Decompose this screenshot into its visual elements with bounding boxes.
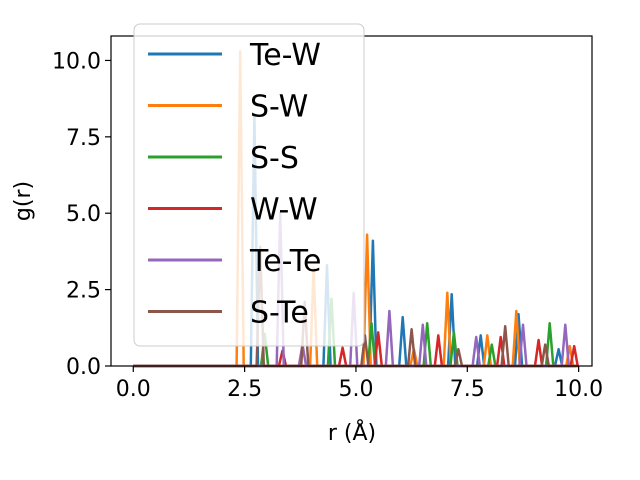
y-axis-ticks: 0.0 2.5 5.0 7.5 10.0 (52, 49, 111, 380)
legend-box (133, 23, 365, 347)
y-tick-label: 5.0 (66, 202, 101, 227)
x-tick-label: 5.0 (338, 377, 373, 402)
legend-label: S-W (250, 90, 308, 125)
legend-label: Te-Te (249, 244, 321, 279)
x-axis-ticks: 0.0 2.5 5.0 7.5 10.0 (116, 366, 603, 402)
y-axis-title: g(r) (11, 181, 36, 221)
y-tick-label: 2.5 (66, 279, 101, 304)
legend-items: Te-W S-W S-S W-W Te-Te S-Te (148, 38, 321, 331)
x-tick-label: 7.5 (450, 377, 485, 402)
legend-label: S-Te (250, 296, 309, 331)
x-tick-label: 0.0 (116, 377, 151, 402)
legend-label: S-S (250, 141, 299, 176)
legend: Te-W S-W S-S W-W Te-Te S-Te (133, 23, 365, 347)
legend-label: Te-W (249, 38, 321, 73)
y-tick-label: 0.0 (66, 355, 101, 380)
legend-label: W-W (250, 193, 318, 228)
x-axis-title: r (Å) (328, 419, 376, 446)
x-tick-label: 10.0 (554, 377, 603, 402)
y-tick-label: 7.5 (66, 126, 101, 151)
y-tick-label: 10.0 (52, 49, 101, 74)
x-tick-label: 2.5 (227, 377, 262, 402)
